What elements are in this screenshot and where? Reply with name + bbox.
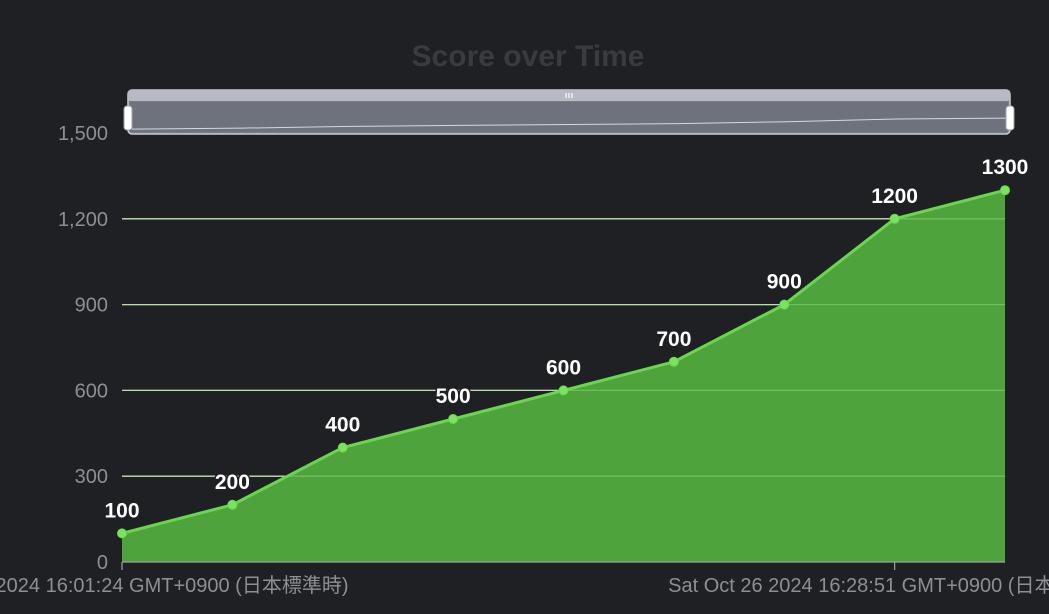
data-point[interactable] <box>337 442 348 453</box>
chart-title: Score over Time <box>412 40 645 73</box>
y-tick-label: 300 <box>75 466 108 488</box>
x-tick-label: Sat Oct 26 2024 16:01:24 GMT+0900 (日本標準時… <box>0 574 349 597</box>
data-point[interactable] <box>117 528 127 539</box>
data-label: 400 <box>325 414 360 437</box>
labels-layer: 100 200 400 500 600 700 900 1200 1300 <box>103 155 1030 524</box>
data-point[interactable] <box>889 213 900 224</box>
data-point[interactable] <box>448 414 459 424</box>
axis-layer: 0 300 600 900 1,200 1,500 Sat Oct 26 2024 16:0… <box>0 123 1049 597</box>
data-point[interactable] <box>779 299 790 310</box>
area-fill <box>122 190 1005 562</box>
data-label: 500 <box>436 385 471 408</box>
slider-handle[interactable] <box>123 105 133 131</box>
data-point[interactable] <box>558 385 569 396</box>
data-label: 700 <box>656 328 691 351</box>
data-label: 200 <box>215 471 250 494</box>
points-layer <box>117 185 1010 539</box>
data-point[interactable] <box>668 356 679 367</box>
data-label: 1200 <box>871 185 918 208</box>
data-point[interactable] <box>227 499 238 510</box>
data-point[interactable] <box>1000 185 1010 196</box>
x-tick-label: Sat Oct 26 2024 16:28:51 GMT+0900 (日本標準時… <box>668 574 1049 597</box>
data-label: 100 <box>104 499 139 522</box>
data-label: 600 <box>546 356 581 379</box>
y-tick-label: 1,500 <box>58 123 108 145</box>
slider-preview <box>130 102 1008 132</box>
y-tick-label: 900 <box>75 295 108 317</box>
y-tick-label: 600 <box>75 380 108 402</box>
slider-preview-line <box>131 117 1007 130</box>
data-label: 900 <box>767 271 802 294</box>
data-zoom-slider[interactable] <box>123 89 1015 135</box>
data-label: 1300 <box>982 156 1029 179</box>
y-tick-label: 0 <box>97 552 108 574</box>
y-tick-label: 1,200 <box>58 209 108 231</box>
slider-handle[interactable] <box>1005 105 1015 131</box>
